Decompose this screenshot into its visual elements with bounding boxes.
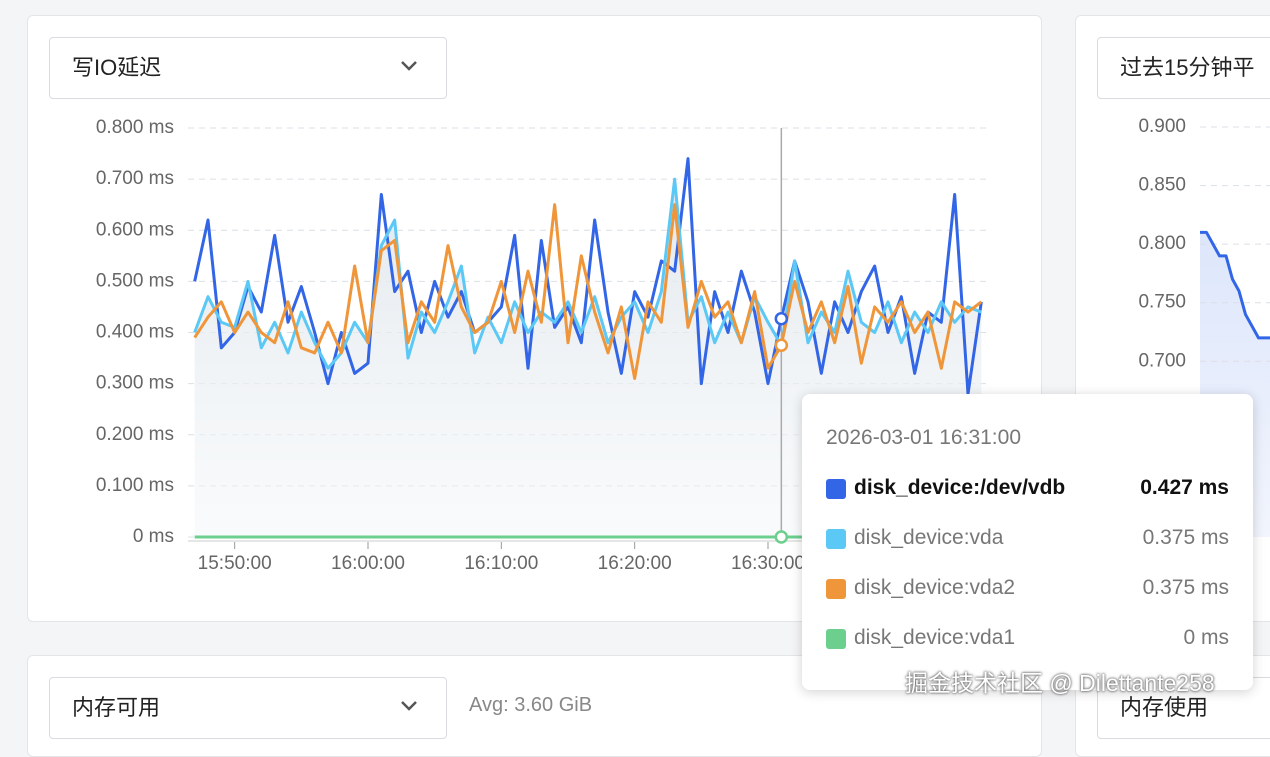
- series-value: 0.375 ms: [1142, 576, 1229, 599]
- y-tick-label: 0.700 ms: [96, 168, 174, 189]
- series-name: disk_device:vda1: [854, 626, 1016, 649]
- hover-point: [774, 530, 789, 544]
- y-tick-label: 0.200 ms: [96, 424, 174, 445]
- tooltip-row: disk_device:/dev/vdb 0.427 ms: [826, 474, 1229, 504]
- y-tick-label: 0.800: [1138, 233, 1186, 254]
- x-tick-label: 16:20:00: [598, 553, 672, 574]
- tooltip: 2026-03-01 16:31:00 disk_device:/dev/vdb…: [802, 394, 1253, 690]
- avg-label: Avg: 3.60 GiB: [469, 694, 593, 716]
- y-tick-label: 0.400 ms: [96, 322, 174, 343]
- series-value: 0 ms: [1183, 626, 1229, 649]
- caret: [401, 701, 417, 711]
- swatch: [826, 479, 846, 499]
- y-tick-label: 0.300 ms: [96, 373, 174, 394]
- tooltip-row: disk_device:vda2 0.375 ms: [826, 574, 1229, 604]
- y-tick-label: 0.900: [1138, 116, 1186, 137]
- swatch: [826, 579, 846, 599]
- y-tick-label: 0 ms: [133, 526, 174, 547]
- x-tick-label: 16:30:00: [731, 553, 805, 574]
- y-tick-label: 0.500 ms: [96, 270, 174, 291]
- series-value: 0.375 ms: [1142, 526, 1229, 549]
- caret: [401, 61, 417, 71]
- tooltip-time: 2026-03-01 16:31:00: [826, 426, 1021, 449]
- y-tick-label: 0.700: [1138, 350, 1186, 371]
- dropdown[interactable]: 过去15分钟平: [1097, 37, 1270, 99]
- line: [1200, 230, 1270, 340]
- y-tick-label: 0.600 ms: [96, 219, 174, 240]
- watermark: 掘金技术社区 @ Dilettante258: [905, 670, 1215, 696]
- dropdown-label: 过去15分钟平: [1120, 55, 1255, 80]
- x-tick-label: 16:00:00: [331, 553, 405, 574]
- y-tick-label: 0.750: [1138, 292, 1186, 313]
- series-value: 0.427 ms: [1140, 476, 1229, 499]
- hover-point: [774, 311, 789, 326]
- line: [193, 203, 983, 381]
- y-tick-label: 0.800 ms: [96, 117, 174, 138]
- dropdown-label: 写IO延迟: [72, 55, 162, 80]
- tooltip-row: disk_device:vda 0.375 ms: [826, 524, 1229, 554]
- x-tick-label: 16:10:00: [464, 553, 538, 574]
- page: 写IO延迟 过去15分钟平 内存可用 Avg: 3.60 GiB 内存使用 0 …: [27, 15, 1270, 757]
- tooltip-row: disk_device:vda1 0 ms: [826, 624, 1229, 654]
- series-name: disk_device:/dev/vdb: [854, 476, 1066, 499]
- hover-point: [774, 338, 789, 353]
- x-tick-label: 15:50:00: [198, 553, 272, 574]
- swatch: [826, 529, 846, 549]
- dropdown[interactable]: 写IO延迟: [49, 37, 447, 99]
- series-name: disk_device:vda2: [854, 576, 1016, 599]
- swatch: [826, 629, 846, 649]
- series-name: disk_device:vda: [854, 526, 1004, 549]
- y-tick-label: 0.850: [1138, 175, 1186, 196]
- y-tick-label: 0.100 ms: [96, 475, 174, 496]
- line: [193, 177, 982, 370]
